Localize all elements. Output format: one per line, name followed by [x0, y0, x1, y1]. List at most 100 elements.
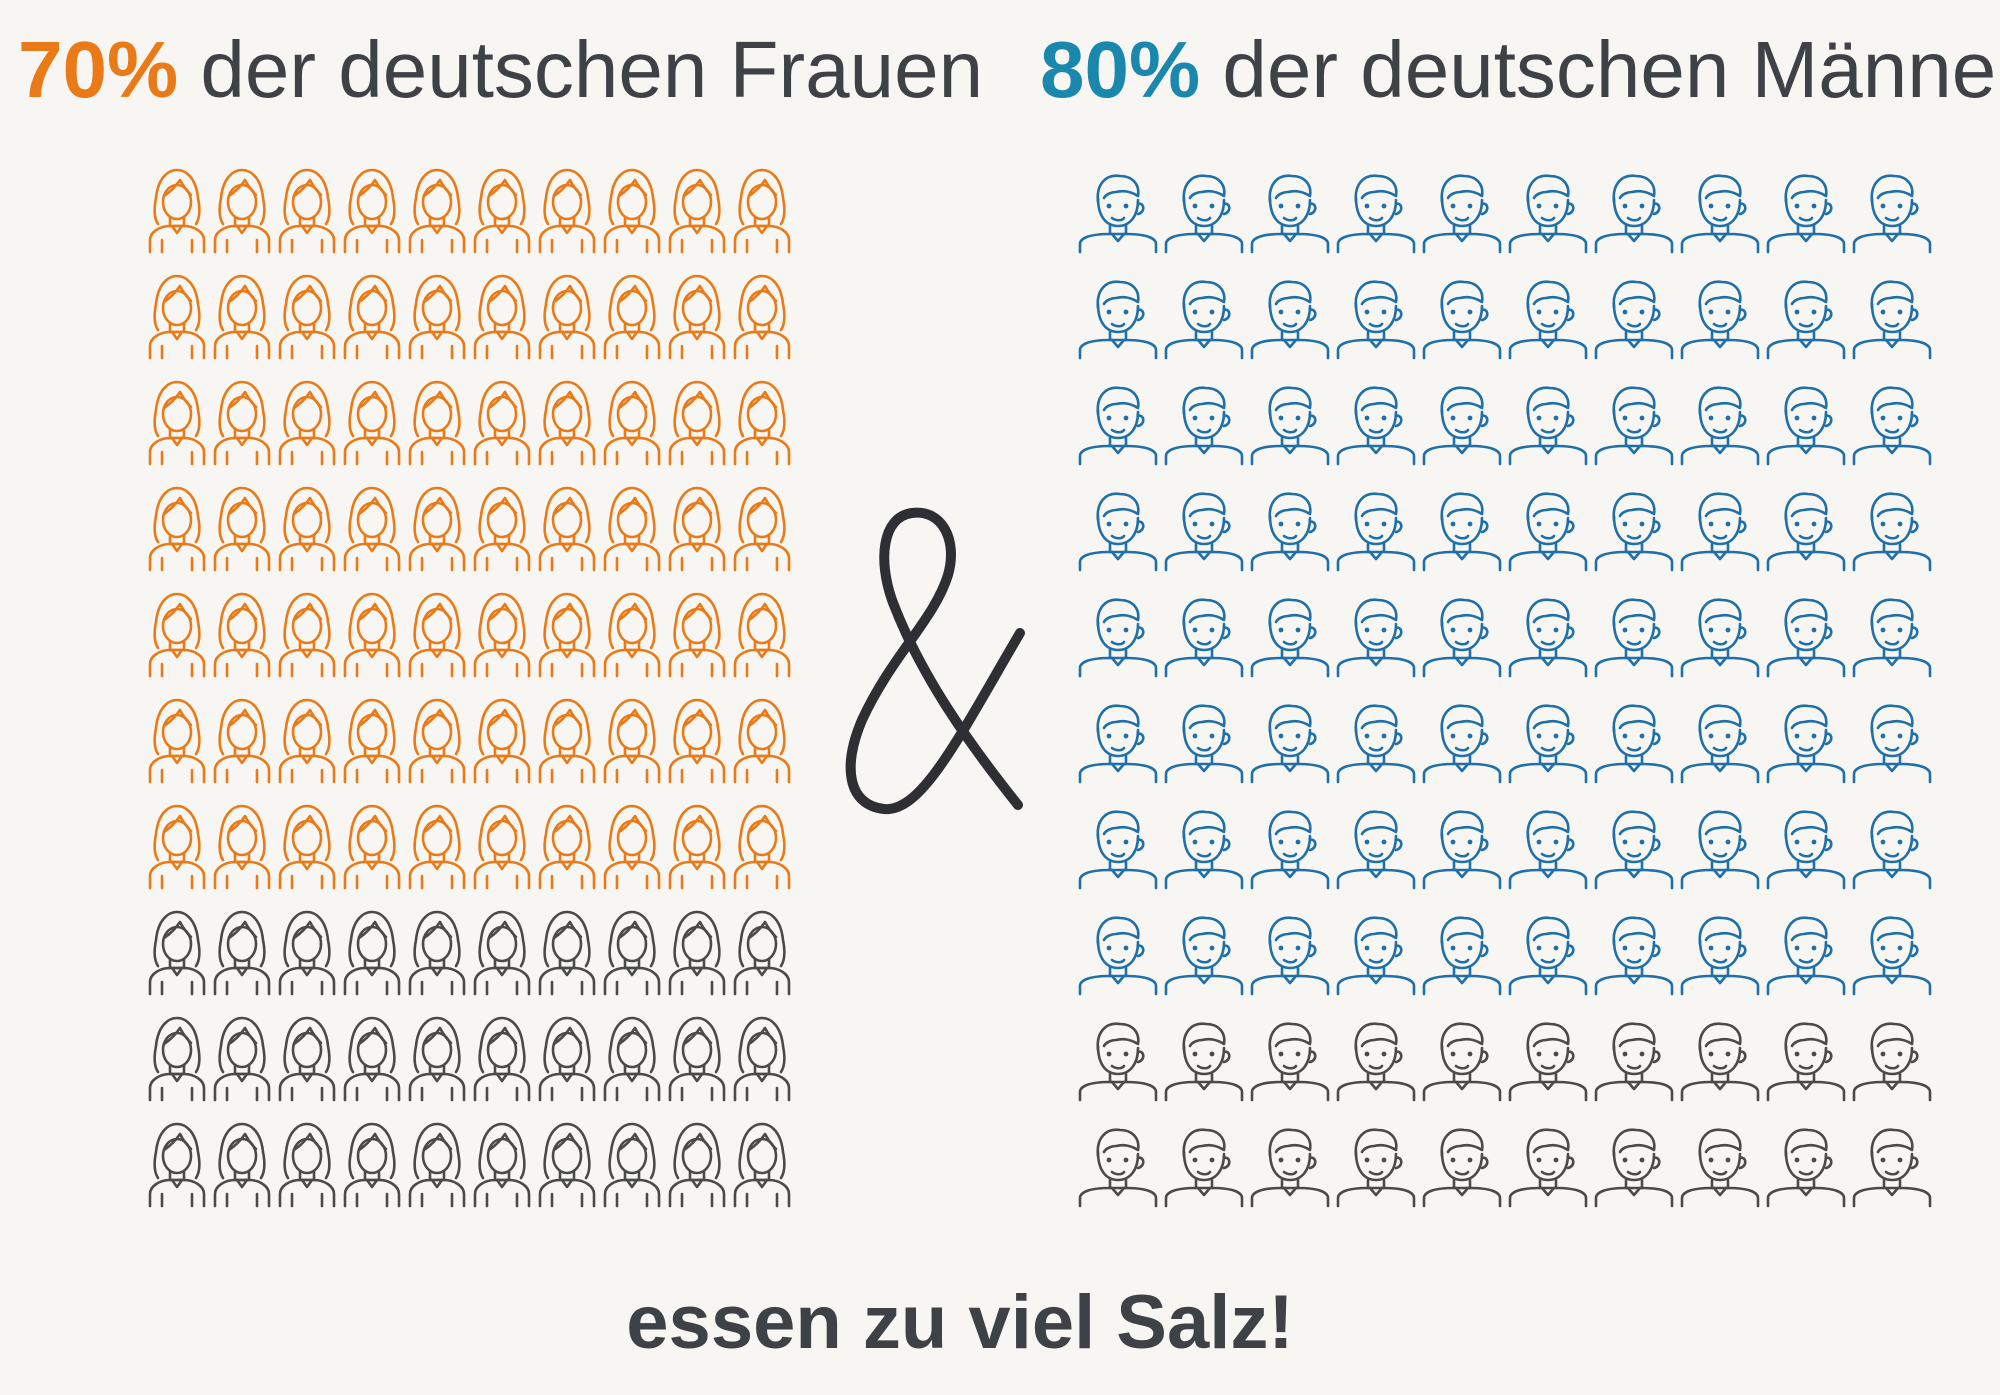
- woman-icon-highlighted: [276, 168, 338, 254]
- woman-icon-highlighted: [471, 698, 533, 784]
- man-icon: [1250, 916, 1330, 996]
- woman-icon-highlighted: [536, 380, 598, 466]
- man-icon: [1336, 492, 1416, 572]
- woman-icon-highlighted: [211, 380, 273, 466]
- man-icon: [1852, 174, 1932, 254]
- woman-icon: [213, 1122, 271, 1208]
- woman-icon: [408, 1016, 466, 1102]
- man-icon-default: [1420, 1122, 1502, 1208]
- man-icon-default: [1248, 1122, 1330, 1208]
- woman-icon: [733, 698, 791, 784]
- woman-icon-default: [406, 1016, 468, 1102]
- woman-icon-highlighted: [211, 592, 273, 678]
- woman-icon: [538, 910, 596, 996]
- woman-icon-default: [276, 910, 338, 996]
- man-icon: [1164, 1022, 1244, 1102]
- man-icon: [1508, 598, 1588, 678]
- woman-icon-highlighted: [666, 486, 728, 572]
- man-icon: [1078, 386, 1158, 466]
- man-icon-default: [1850, 1122, 1932, 1208]
- woman-icon-highlighted: [471, 592, 533, 678]
- man-icon-highlighted: [1592, 380, 1674, 466]
- woman-icon: [408, 592, 466, 678]
- man-icon-highlighted: [1420, 486, 1502, 572]
- woman-icon-highlighted: [211, 486, 273, 572]
- woman-icon: [668, 592, 726, 678]
- man-icon: [1680, 704, 1760, 784]
- woman-icon: [473, 592, 531, 678]
- woman-icon-highlighted: [666, 380, 728, 466]
- man-icon: [1852, 1128, 1932, 1208]
- woman-icon-highlighted: [276, 486, 338, 572]
- man-icon: [1680, 174, 1760, 254]
- man-icon: [1680, 916, 1760, 996]
- woman-icon-default: [666, 1016, 728, 1102]
- woman-icon-highlighted: [406, 592, 468, 678]
- man-icon: [1336, 810, 1416, 890]
- man-icon: [1594, 916, 1674, 996]
- man-icon: [1250, 280, 1330, 360]
- man-icon-default: [1506, 1122, 1588, 1208]
- woman-icon-default: [406, 1122, 468, 1208]
- man-icon: [1078, 1128, 1158, 1208]
- man-icon-highlighted: [1764, 804, 1846, 890]
- man-icon-highlighted: [1678, 486, 1760, 572]
- woman-icon: [213, 168, 271, 254]
- woman-icon-default: [536, 1016, 598, 1102]
- woman-icon-highlighted: [536, 698, 598, 784]
- man-icon-highlighted: [1678, 910, 1760, 996]
- woman-icon: [603, 804, 661, 890]
- man-icon: [1680, 1022, 1760, 1102]
- footer-caption: essen zu viel Salz!: [626, 1280, 1294, 1365]
- woman-icon-highlighted: [406, 168, 468, 254]
- woman-icon: [538, 804, 596, 890]
- man-icon-highlighted: [1076, 168, 1158, 254]
- woman-icon: [733, 910, 791, 996]
- man-icon-highlighted: [1506, 910, 1588, 996]
- women-headline-text: der deutschen Frauen: [200, 25, 984, 114]
- woman-icon-highlighted: [731, 274, 793, 360]
- woman-icon-default: [406, 910, 468, 996]
- man-icon: [1852, 492, 1932, 572]
- woman-icon-default: [666, 910, 728, 996]
- headline-men: 80% der deutschen Männer: [1040, 20, 2000, 120]
- woman-icon-highlighted: [276, 592, 338, 678]
- woman-icon-default: [731, 910, 793, 996]
- man-icon: [1250, 492, 1330, 572]
- woman-icon: [343, 1122, 401, 1208]
- man-icon-default: [1850, 1016, 1932, 1102]
- woman-icon: [603, 380, 661, 466]
- woman-icon-highlighted: [731, 804, 793, 890]
- woman-icon-highlighted: [341, 698, 403, 784]
- woman-icon-highlighted: [211, 698, 273, 784]
- woman-icon-highlighted: [341, 168, 403, 254]
- woman-icon: [538, 592, 596, 678]
- man-icon-highlighted: [1162, 274, 1244, 360]
- man-icon: [1078, 1022, 1158, 1102]
- man-icon: [1422, 704, 1502, 784]
- man-icon: [1594, 810, 1674, 890]
- man-icon: [1766, 916, 1846, 996]
- man-icon: [1422, 1128, 1502, 1208]
- man-icon: [1336, 280, 1416, 360]
- man-icon-highlighted: [1248, 274, 1330, 360]
- man-icon-highlighted: [1592, 486, 1674, 572]
- woman-icon: [733, 486, 791, 572]
- man-icon: [1766, 280, 1846, 360]
- man-icon: [1164, 704, 1244, 784]
- woman-icon-highlighted: [536, 274, 598, 360]
- man-icon-highlighted: [1334, 380, 1416, 466]
- woman-icon: [733, 168, 791, 254]
- woman-icon: [278, 1016, 336, 1102]
- woman-icon-highlighted: [146, 698, 208, 784]
- man-icon: [1852, 810, 1932, 890]
- woman-icon: [603, 910, 661, 996]
- man-icon-highlighted: [1850, 274, 1932, 360]
- man-icon-default: [1162, 1122, 1244, 1208]
- woman-icon: [603, 1122, 661, 1208]
- man-icon: [1078, 916, 1158, 996]
- man-icon: [1422, 1022, 1502, 1102]
- woman-icon: [213, 1016, 271, 1102]
- woman-icon: [278, 910, 336, 996]
- man-icon-highlighted: [1248, 380, 1330, 466]
